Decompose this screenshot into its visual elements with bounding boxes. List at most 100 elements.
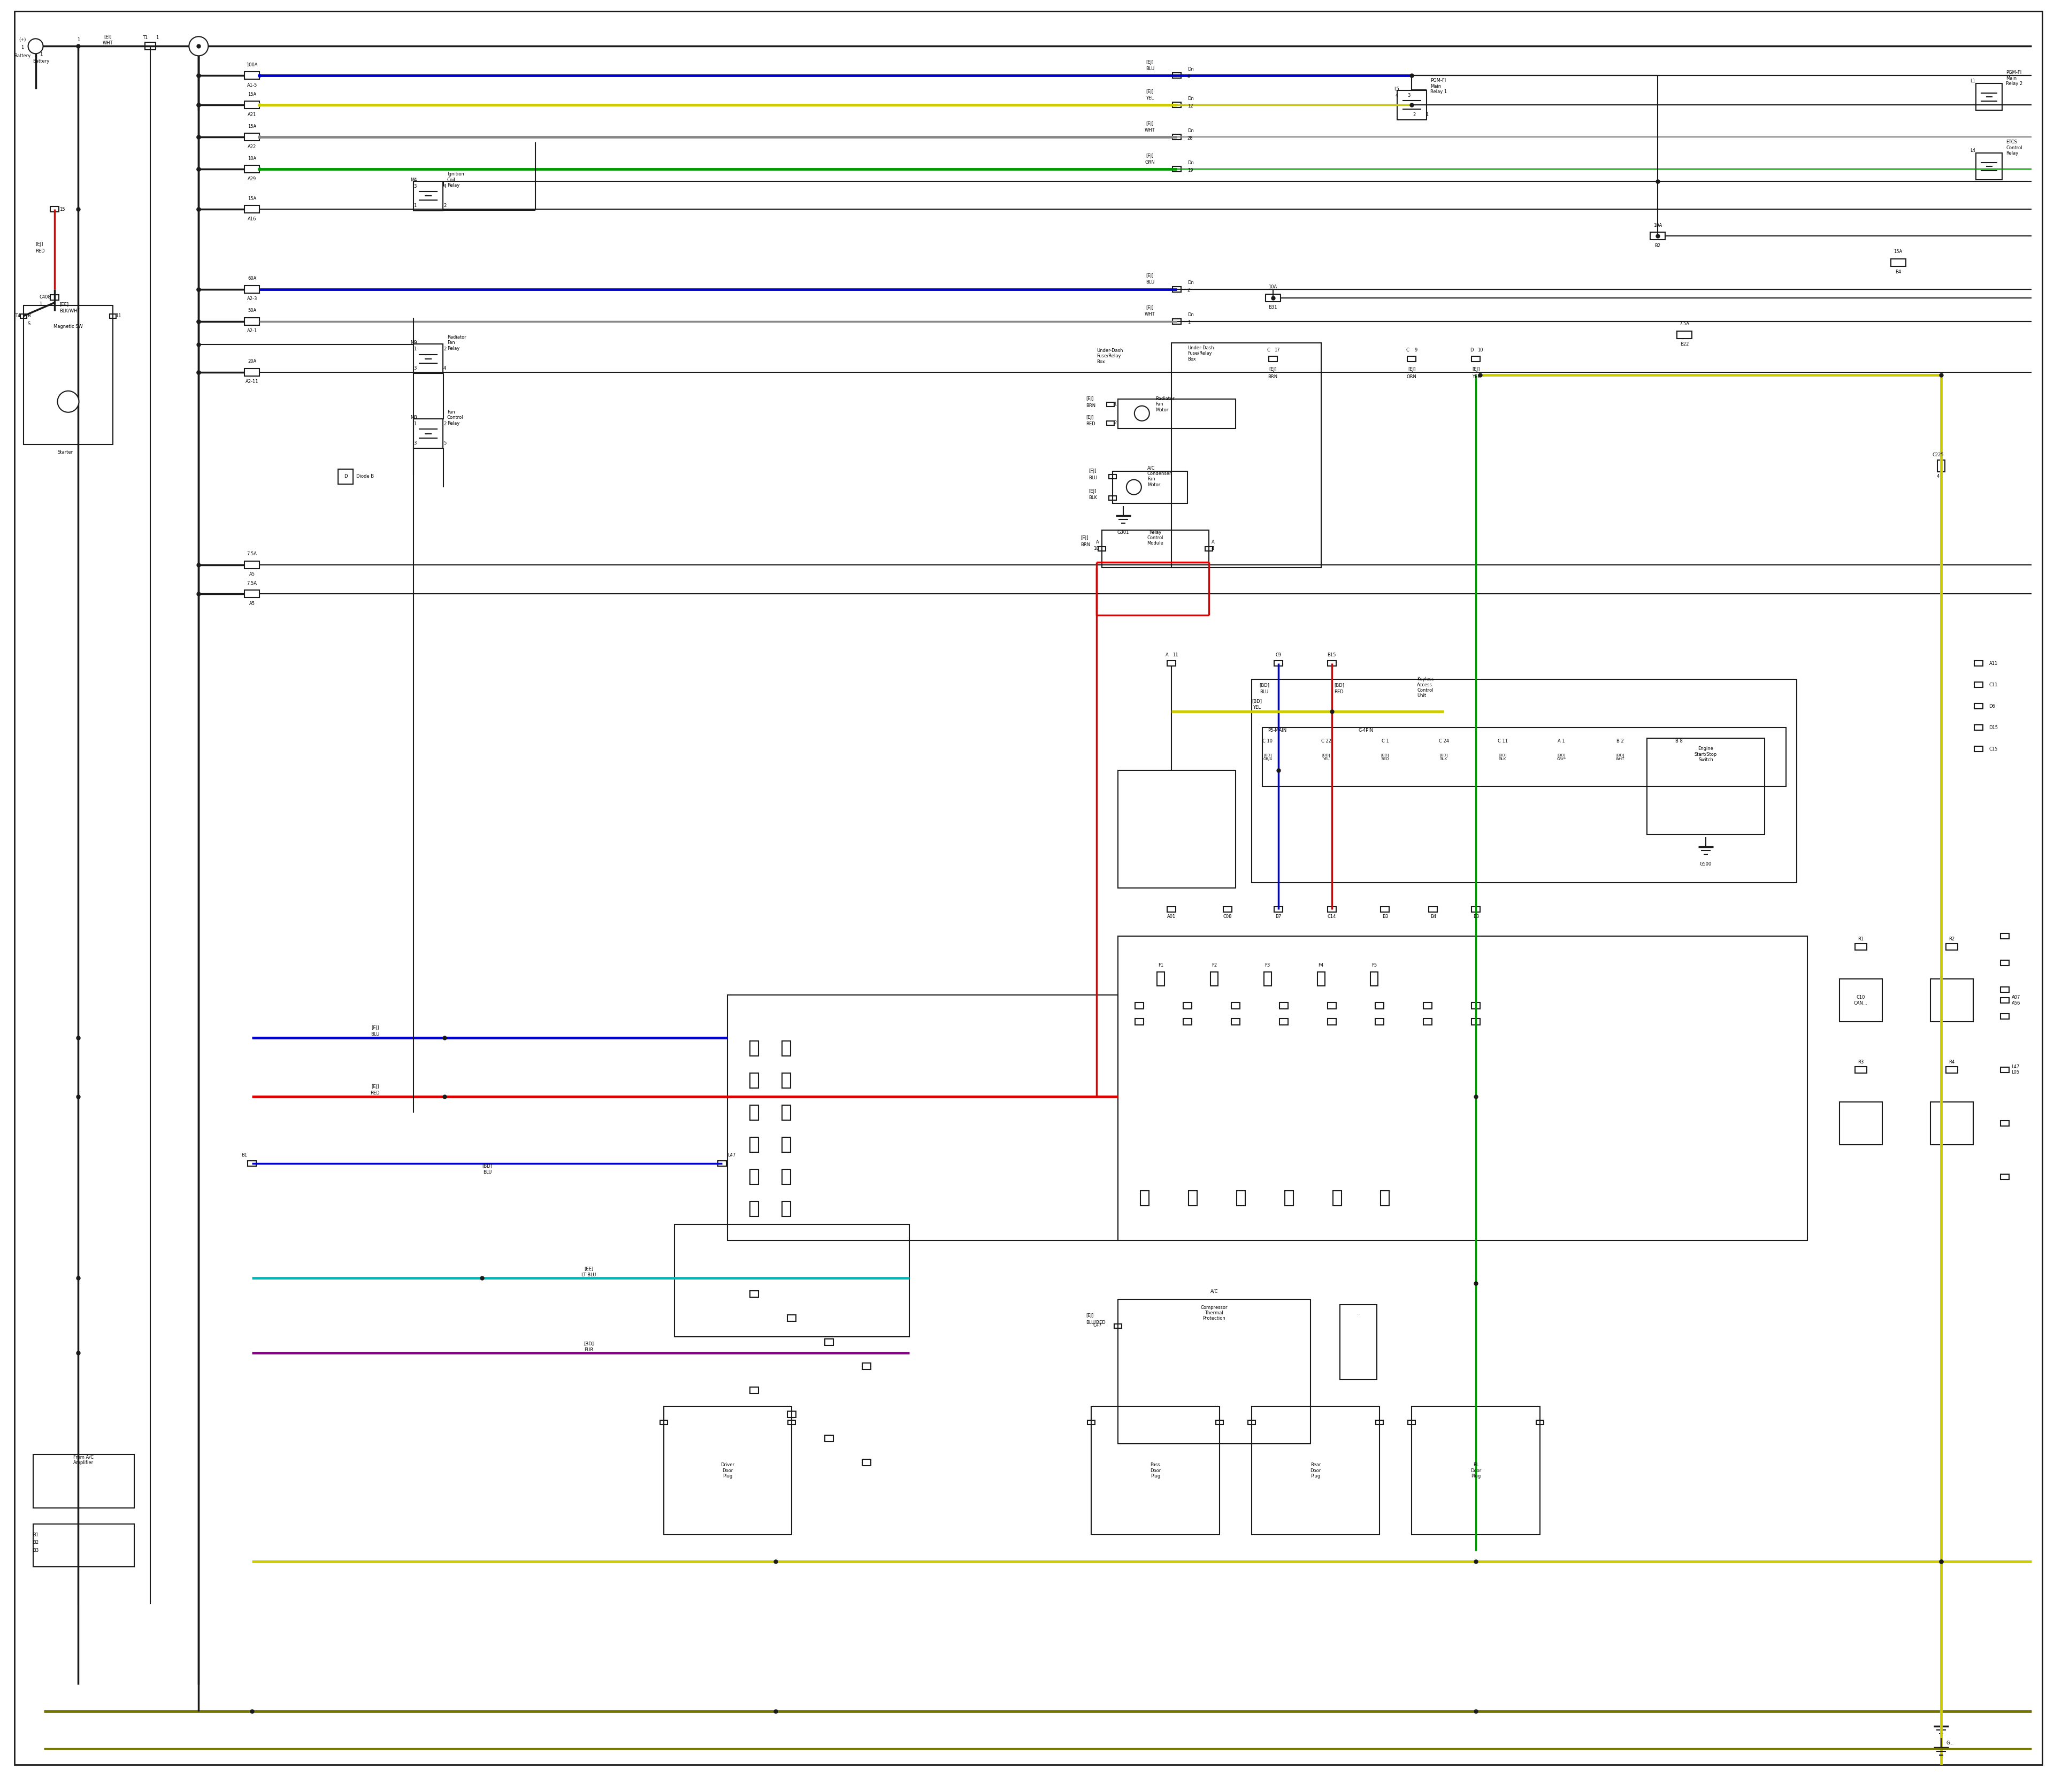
Text: 50A: 50A bbox=[249, 308, 257, 314]
Bar bbox=[1380, 907, 1389, 912]
Text: B3: B3 bbox=[1382, 914, 1389, 919]
Bar bbox=[244, 285, 259, 294]
Text: [BD]: [BD] bbox=[1259, 683, 1269, 688]
Bar bbox=[2001, 987, 2009, 993]
Text: B: B bbox=[27, 314, 31, 319]
Text: G...: G... bbox=[1947, 1740, 1953, 1745]
Text: B31: B31 bbox=[1269, 305, 1278, 310]
Bar bbox=[1855, 944, 1867, 950]
Text: 8: 8 bbox=[1187, 73, 1189, 79]
Bar bbox=[1409, 1421, 1415, 1425]
Bar bbox=[244, 133, 259, 142]
Bar bbox=[1407, 357, 1415, 362]
Text: BRN: BRN bbox=[1087, 403, 1095, 409]
Text: P5-MAIN: P5-MAIN bbox=[1267, 728, 1286, 733]
Text: Dn: Dn bbox=[1187, 159, 1193, 165]
Bar bbox=[2001, 1014, 2009, 1020]
Text: 3: 3 bbox=[413, 185, 417, 188]
Text: 7.5A: 7.5A bbox=[246, 581, 257, 586]
Text: R1: R1 bbox=[1857, 937, 1863, 943]
Bar bbox=[244, 206, 259, 213]
Bar bbox=[826, 1435, 834, 1443]
Text: [EJ]: [EJ] bbox=[1473, 367, 1479, 373]
Text: WHT: WHT bbox=[103, 41, 113, 45]
Text: Dn: Dn bbox=[1187, 281, 1193, 285]
Text: A11: A11 bbox=[1988, 661, 1999, 667]
Text: 1: 1 bbox=[413, 421, 417, 426]
Text: From A/C
Amplifier: From A/C Amplifier bbox=[74, 1455, 94, 1466]
Text: A21: A21 bbox=[249, 113, 257, 116]
Bar bbox=[1974, 726, 1982, 731]
Text: [EI]: [EI] bbox=[105, 34, 111, 39]
Text: G301: G301 bbox=[1117, 530, 1130, 536]
Text: [BD]
RED: [BD] RED bbox=[1380, 753, 1389, 762]
Text: B7: B7 bbox=[1276, 914, 1282, 919]
Text: RED: RED bbox=[1087, 421, 1095, 426]
Text: BLK: BLK bbox=[1089, 495, 1097, 500]
Text: B4: B4 bbox=[1430, 914, 1436, 919]
Text: [EJ]: [EJ] bbox=[1146, 122, 1154, 125]
Text: 15: 15 bbox=[60, 206, 66, 211]
Text: C11: C11 bbox=[1988, 683, 1999, 688]
Circle shape bbox=[29, 39, 43, 54]
Text: T4: T4 bbox=[14, 314, 21, 319]
Text: PGM-FI
Main
Relay 2: PGM-FI Main Relay 2 bbox=[2007, 70, 2023, 86]
Text: YEL: YEL bbox=[1146, 95, 1154, 100]
Text: Starter: Starter bbox=[58, 450, 74, 455]
Text: [EJ]: [EJ] bbox=[1087, 396, 1093, 401]
Bar bbox=[1430, 907, 1438, 912]
Text: 19: 19 bbox=[1187, 168, 1193, 172]
Text: Driver
Door
Plug: Driver Door Plug bbox=[721, 1462, 735, 1478]
Text: M8: M8 bbox=[411, 416, 417, 419]
Text: 4: 4 bbox=[444, 185, 446, 188]
Bar bbox=[750, 1138, 758, 1152]
Text: Dn: Dn bbox=[1187, 97, 1193, 100]
Bar bbox=[1167, 661, 1175, 667]
Text: C9: C9 bbox=[1276, 652, 1282, 658]
Text: C408: C408 bbox=[39, 296, 51, 299]
Text: Ignition
Coil
Relay: Ignition Coil Relay bbox=[448, 172, 464, 188]
Text: Rear
Door
Plug: Rear Door Plug bbox=[1310, 1462, 1321, 1478]
Text: [BD]
YEL: [BD] YEL bbox=[1323, 753, 1331, 762]
Bar bbox=[1261, 728, 1785, 787]
Text: 100A: 100A bbox=[246, 63, 259, 68]
Text: 60A: 60A bbox=[249, 276, 257, 281]
Bar bbox=[1536, 1421, 1545, 1425]
Bar bbox=[413, 344, 444, 373]
Text: A07
A56: A07 A56 bbox=[2011, 995, 2021, 1005]
Bar bbox=[863, 1459, 871, 1466]
Bar bbox=[1117, 1299, 1310, 1444]
Bar bbox=[1327, 907, 1335, 912]
Bar bbox=[1327, 1018, 1335, 1025]
Text: [EJ]: [EJ] bbox=[1146, 154, 1154, 158]
Text: [EJ]: [EJ] bbox=[1146, 90, 1154, 93]
Text: 3: 3 bbox=[413, 441, 417, 446]
Bar bbox=[659, 1421, 668, 1425]
Bar bbox=[1230, 1002, 1241, 1009]
Text: BLU: BLU bbox=[1146, 280, 1154, 285]
Bar bbox=[1976, 152, 2003, 179]
Text: Radiator
Fan
Relay: Radiator Fan Relay bbox=[448, 335, 466, 351]
Bar bbox=[2001, 1174, 2009, 1179]
Text: 1: 1 bbox=[21, 45, 25, 50]
Bar bbox=[1397, 90, 1428, 120]
Bar bbox=[1273, 661, 1282, 667]
Bar bbox=[1974, 704, 1982, 710]
Bar bbox=[1423, 1018, 1432, 1025]
Bar bbox=[244, 561, 259, 568]
Text: B 2: B 2 bbox=[1616, 738, 1625, 744]
Text: Magnetic SW: Magnetic SW bbox=[53, 324, 82, 330]
Text: PUR: PUR bbox=[583, 1348, 594, 1353]
Text: Dn: Dn bbox=[1187, 312, 1193, 317]
Text: B1: B1 bbox=[242, 1152, 246, 1158]
Bar bbox=[244, 590, 259, 599]
Text: [BD]
GRY*: [BD] GRY* bbox=[1557, 753, 1565, 762]
Circle shape bbox=[189, 36, 207, 56]
Bar bbox=[1931, 1102, 1974, 1145]
Bar bbox=[1087, 1421, 1095, 1425]
Text: A5: A5 bbox=[249, 572, 255, 577]
Text: BLK/WHT: BLK/WHT bbox=[60, 308, 80, 314]
Bar bbox=[1280, 1018, 1288, 1025]
Bar bbox=[1140, 1190, 1148, 1206]
Text: 4: 4 bbox=[1395, 93, 1399, 99]
